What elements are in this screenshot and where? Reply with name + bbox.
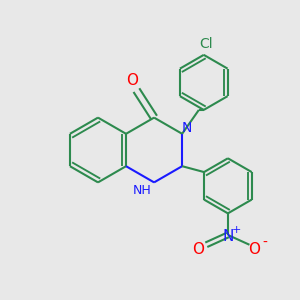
Text: N: N xyxy=(182,121,192,135)
Text: +: + xyxy=(232,225,242,235)
Text: O: O xyxy=(192,242,204,257)
Text: N: N xyxy=(222,230,234,244)
Text: NH: NH xyxy=(133,184,152,197)
Text: -: - xyxy=(263,236,268,250)
Text: Cl: Cl xyxy=(199,37,212,51)
Text: O: O xyxy=(127,73,139,88)
Text: O: O xyxy=(248,242,260,257)
